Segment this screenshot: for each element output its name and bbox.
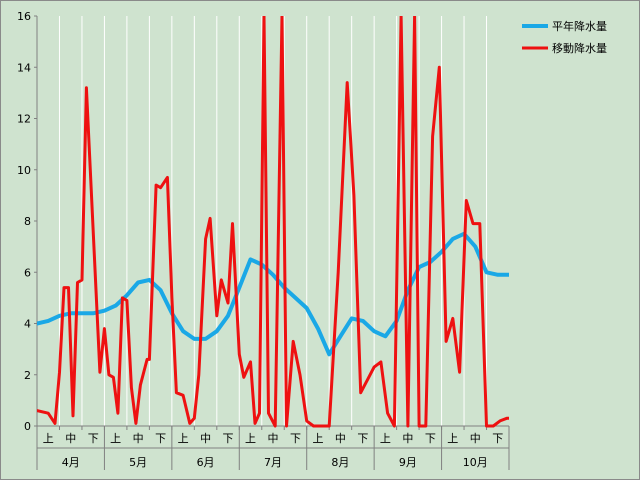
x-month-label: 9月 [399,456,417,469]
x-period-label: 上 [312,432,323,445]
y-tick-label: 4 [24,318,31,331]
x-period-label: 下 [357,432,368,445]
x-period-label: 上 [110,432,121,445]
x-month-label: 7月 [264,456,282,469]
x-month-label: 8月 [331,456,349,469]
series-line-2 [37,16,509,428]
x-period-label: 中 [268,432,279,445]
y-tick-label: 0 [24,420,31,433]
x-month-label: 5月 [129,456,147,469]
x-period-label: 下 [223,432,234,445]
y-tick-label: 16 [17,10,31,23]
axis-layer: 0246810121416上中下4月上中下5月上中下6月上中下7月上中下8月上中… [17,10,510,470]
x-period-label: 下 [290,432,301,445]
x-period-label: 中 [200,432,211,445]
x-period-label: 上 [380,432,391,445]
x-period-label: 下 [88,432,99,445]
x-period-label: 上 [43,432,54,445]
x-period-label: 中 [470,432,481,445]
x-month-label: 10月 [463,456,488,469]
y-tick-label: 10 [17,164,31,177]
x-period-label: 上 [447,432,458,445]
y-tick-label: 8 [24,215,31,228]
y-tick-label: 14 [17,61,31,74]
legend-label: 平年降水量 [552,19,607,33]
x-period-label: 下 [492,432,503,445]
x-period-label: 中 [402,432,413,445]
x-period-label: 中 [335,432,346,445]
x-period-label: 上 [245,432,256,445]
y-tick-label: 12 [17,113,31,126]
y-tick-label: 6 [24,266,31,279]
x-month-label: 6月 [197,456,215,469]
x-month-label: 4月 [62,456,80,469]
x-period-label: 中 [133,432,144,445]
x-period-label: 下 [425,432,436,445]
x-period-label: 下 [155,432,166,445]
x-period-label: 上 [178,432,189,445]
legend-label: 移動降水量 [552,41,607,55]
x-period-label: 中 [65,432,76,445]
y-tick-label: 2 [24,369,31,382]
series-layer [37,16,509,428]
